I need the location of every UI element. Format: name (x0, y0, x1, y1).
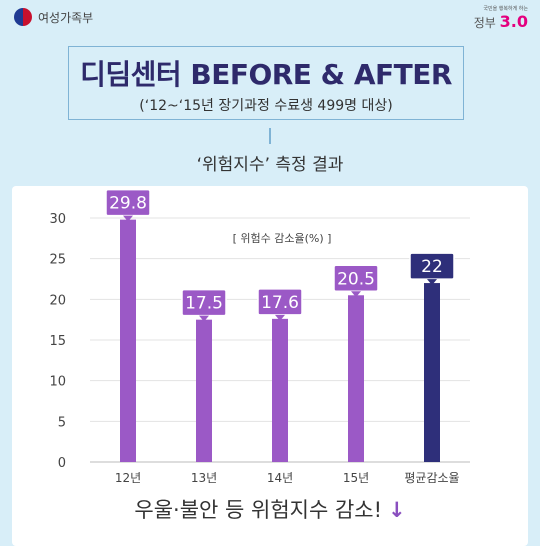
gov-logo-text: 정부 3.0 (474, 12, 528, 31)
y-tick-label: 25 (49, 253, 66, 268)
bar (196, 319, 212, 462)
data-label: 17.6 (261, 293, 299, 313)
gov-logo-number: 3.0 (499, 12, 528, 31)
x-tick-label: 평균감소율 (404, 471, 459, 485)
taegeuk-emblem-icon (14, 8, 32, 26)
data-label: 29.8 (109, 194, 147, 214)
data-label: 17.5 (185, 294, 223, 314)
data-label-pointer (199, 315, 209, 322)
ministry-logo: 여성가족부 (14, 8, 93, 26)
chart-heading: ‘위험지수’ 측정 결과 (196, 155, 344, 175)
bar (424, 283, 440, 462)
data-label-box (409, 252, 455, 280)
bar (272, 318, 288, 462)
gov30-logo: 국민을 행복하게 하는 정부 3.0 (474, 6, 528, 31)
y-tick-label: 30 (49, 212, 66, 227)
chart-panel (12, 186, 528, 546)
data-label-pointer (275, 314, 285, 321)
gov-logo-tagline: 국민을 행복하게 하는 (483, 6, 528, 12)
data-label: 22 (421, 257, 443, 277)
bar (348, 295, 364, 462)
connector-line (269, 128, 271, 144)
ministry-name: 여성가족부 (38, 10, 94, 25)
title-box: 디딤센터 BEFORE & AFTER (‘12~‘15년 장기과정 수료생 4… (68, 46, 464, 120)
data-label-pointer (123, 215, 133, 222)
y-tick-label: 0 (58, 456, 66, 471)
chart-annotation: [ 위험수 감소율(%) ] (233, 232, 332, 245)
down-arrow-icon: ↓ (388, 498, 406, 522)
data-label: 20.5 (337, 269, 375, 289)
x-tick-label: 15년 (343, 471, 369, 485)
y-tick-label: 20 (49, 293, 66, 308)
page-title: 디딤센터 BEFORE & AFTER (80, 58, 452, 91)
y-tick-label: 5 (58, 415, 66, 430)
y-tick-label: 15 (49, 334, 66, 349)
data-label-pointer (351, 291, 361, 298)
y-tick-label: 10 (49, 375, 66, 390)
x-tick-label: 12년 (115, 471, 141, 485)
gov-logo-word: 정부 (473, 16, 496, 30)
x-tick-label: 13년 (191, 471, 217, 485)
data-label-pointer (427, 279, 437, 286)
page-subtitle: (‘12~‘15년 장기과정 수료생 499명 대상) (139, 98, 393, 114)
bar (120, 219, 136, 462)
x-tick-label: 14년 (267, 471, 293, 485)
conclusion-label: 우울·불안 등 위험지수 감소! (134, 498, 383, 522)
conclusion-text: 우울·불안 등 위험지수 감소! ↓ (0, 494, 540, 524)
